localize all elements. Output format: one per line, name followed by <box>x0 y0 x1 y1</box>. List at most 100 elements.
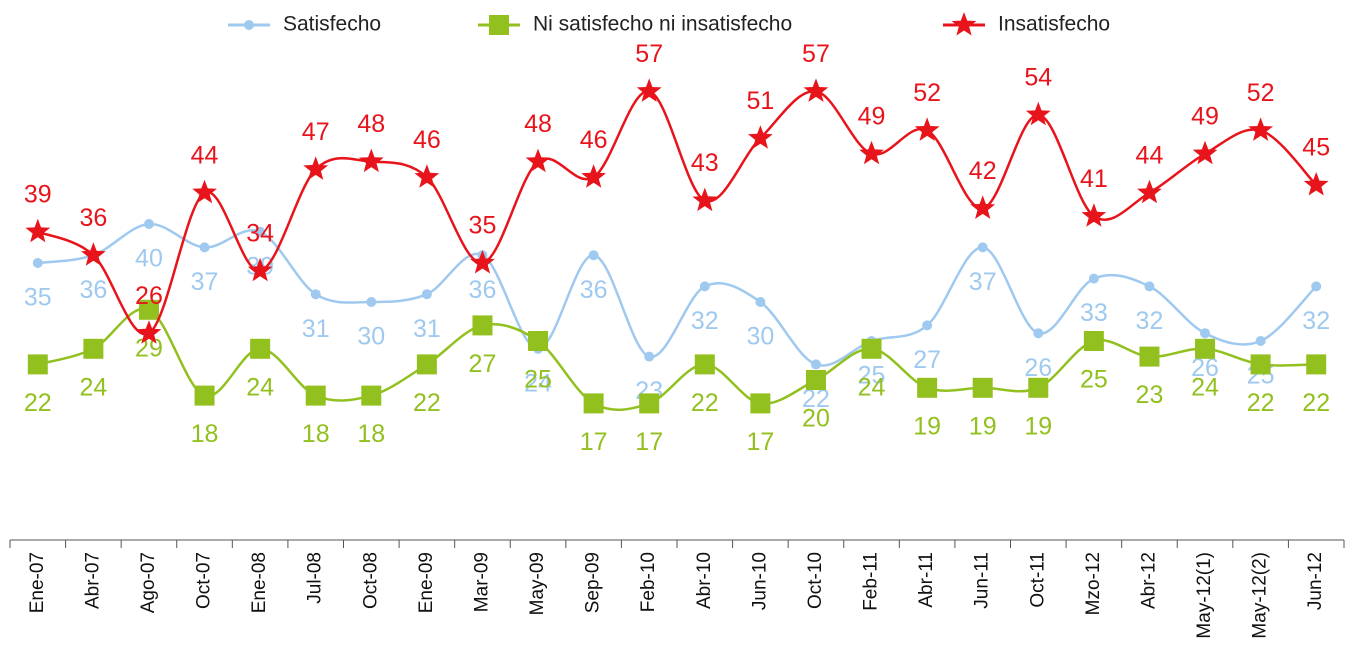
data-label: 17 <box>746 428 774 456</box>
point <box>1192 140 1218 165</box>
point <box>1081 203 1107 227</box>
data-label: 36 <box>469 276 497 304</box>
data-label: 44 <box>1136 141 1164 169</box>
data-label: 57 <box>802 40 830 68</box>
data-label: 49 <box>1191 102 1219 130</box>
point <box>810 359 821 370</box>
data-label: 46 <box>413 126 441 154</box>
data-label: 40 <box>135 245 163 273</box>
point <box>358 148 384 173</box>
x-tick-label: May-12(1) <box>1194 552 1215 639</box>
data-label: 48 <box>357 110 385 138</box>
x-tick-label: May-09 <box>527 552 548 615</box>
x-tick-label: Jun-10 <box>749 552 770 610</box>
x-tick-label: Ago-07 <box>138 552 159 613</box>
data-label: 22 <box>24 389 52 417</box>
point <box>748 125 773 149</box>
legend-label: Insatisfecho <box>998 13 1110 36</box>
point <box>416 354 437 375</box>
data-label: 26 <box>135 282 163 310</box>
point <box>1306 354 1327 375</box>
data-label: 43 <box>691 149 719 177</box>
data-label: 24 <box>858 373 886 401</box>
point <box>528 331 549 351</box>
x-tick-label: Jul-08 <box>305 552 326 604</box>
point <box>414 164 440 188</box>
data-label: 37 <box>191 268 219 296</box>
data-label: 24 <box>1191 373 1219 401</box>
point <box>81 242 106 266</box>
point <box>25 218 51 243</box>
data-label: 42 <box>969 157 997 185</box>
data-label: 51 <box>746 87 774 115</box>
point <box>581 164 606 188</box>
point <box>136 320 162 344</box>
data-label: 32 <box>691 307 719 335</box>
x-tick-label: Abr-11 <box>916 552 937 608</box>
point <box>1139 346 1160 367</box>
data-label: 19 <box>969 412 997 440</box>
point <box>1195 338 1216 359</box>
x-tick-label: Mzo-12 <box>1083 552 1104 615</box>
point <box>694 354 715 375</box>
series-line <box>37 307 1317 411</box>
point <box>83 338 104 359</box>
point <box>805 370 826 390</box>
point <box>1025 101 1051 126</box>
point <box>138 299 159 320</box>
data-label: 34 <box>246 219 274 247</box>
data-label: 52 <box>1247 79 1275 107</box>
point <box>977 242 988 253</box>
data-label: 22 <box>1302 389 1330 417</box>
point <box>755 297 766 307</box>
x-tick-label: Feb-11 <box>861 552 882 611</box>
point <box>1137 179 1162 204</box>
point <box>583 393 604 414</box>
legend-label: Satisfecho <box>283 13 381 36</box>
data-label: 48 <box>524 110 552 138</box>
point <box>472 315 493 336</box>
point <box>692 187 718 212</box>
data-label: 31 <box>302 315 330 343</box>
data-label: 32 <box>1136 307 1164 335</box>
data-label: 24 <box>524 369 552 397</box>
x-tick-label: Oct-11 <box>1027 552 1048 608</box>
legend-marker <box>244 20 254 30</box>
point <box>644 351 655 362</box>
data-label: 20 <box>802 405 830 433</box>
data-label: 18 <box>357 420 385 448</box>
data-label: 19 <box>1024 412 1052 440</box>
x-tick-label: Oct-10 <box>805 552 826 609</box>
point <box>1311 281 1322 292</box>
point <box>366 297 377 307</box>
point <box>1303 172 1329 196</box>
data-label: 30 <box>746 323 774 351</box>
data-label: 22 <box>1247 389 1275 417</box>
data-label: 24 <box>246 373 274 401</box>
x-tick-label: Sep-09 <box>583 552 604 613</box>
point <box>1250 354 1271 375</box>
series-line <box>37 222 1318 367</box>
data-label: 37 <box>969 268 997 296</box>
point <box>1248 117 1273 141</box>
data-label: 22 <box>691 389 719 417</box>
point <box>1028 377 1049 398</box>
legend-label: Ni satisfecho ni insatisfecho <box>533 13 792 36</box>
x-tick-label: Jun-12 <box>1305 552 1326 610</box>
point <box>470 250 495 274</box>
point <box>247 257 273 282</box>
data-label: 32 <box>1302 307 1330 335</box>
data-label: 25 <box>858 362 886 390</box>
x-tick-label: Abr-10 <box>694 552 715 609</box>
data-label: 35 <box>24 284 52 312</box>
point <box>861 338 882 359</box>
point <box>1088 273 1099 284</box>
legend-marker <box>951 12 977 36</box>
data-label: 49 <box>858 102 886 130</box>
data-label: 19 <box>913 412 941 440</box>
data-label: 26 <box>1024 354 1052 382</box>
point <box>143 219 154 229</box>
point <box>636 78 662 102</box>
x-tick-label: Oct-08 <box>360 552 381 609</box>
point <box>803 78 829 102</box>
